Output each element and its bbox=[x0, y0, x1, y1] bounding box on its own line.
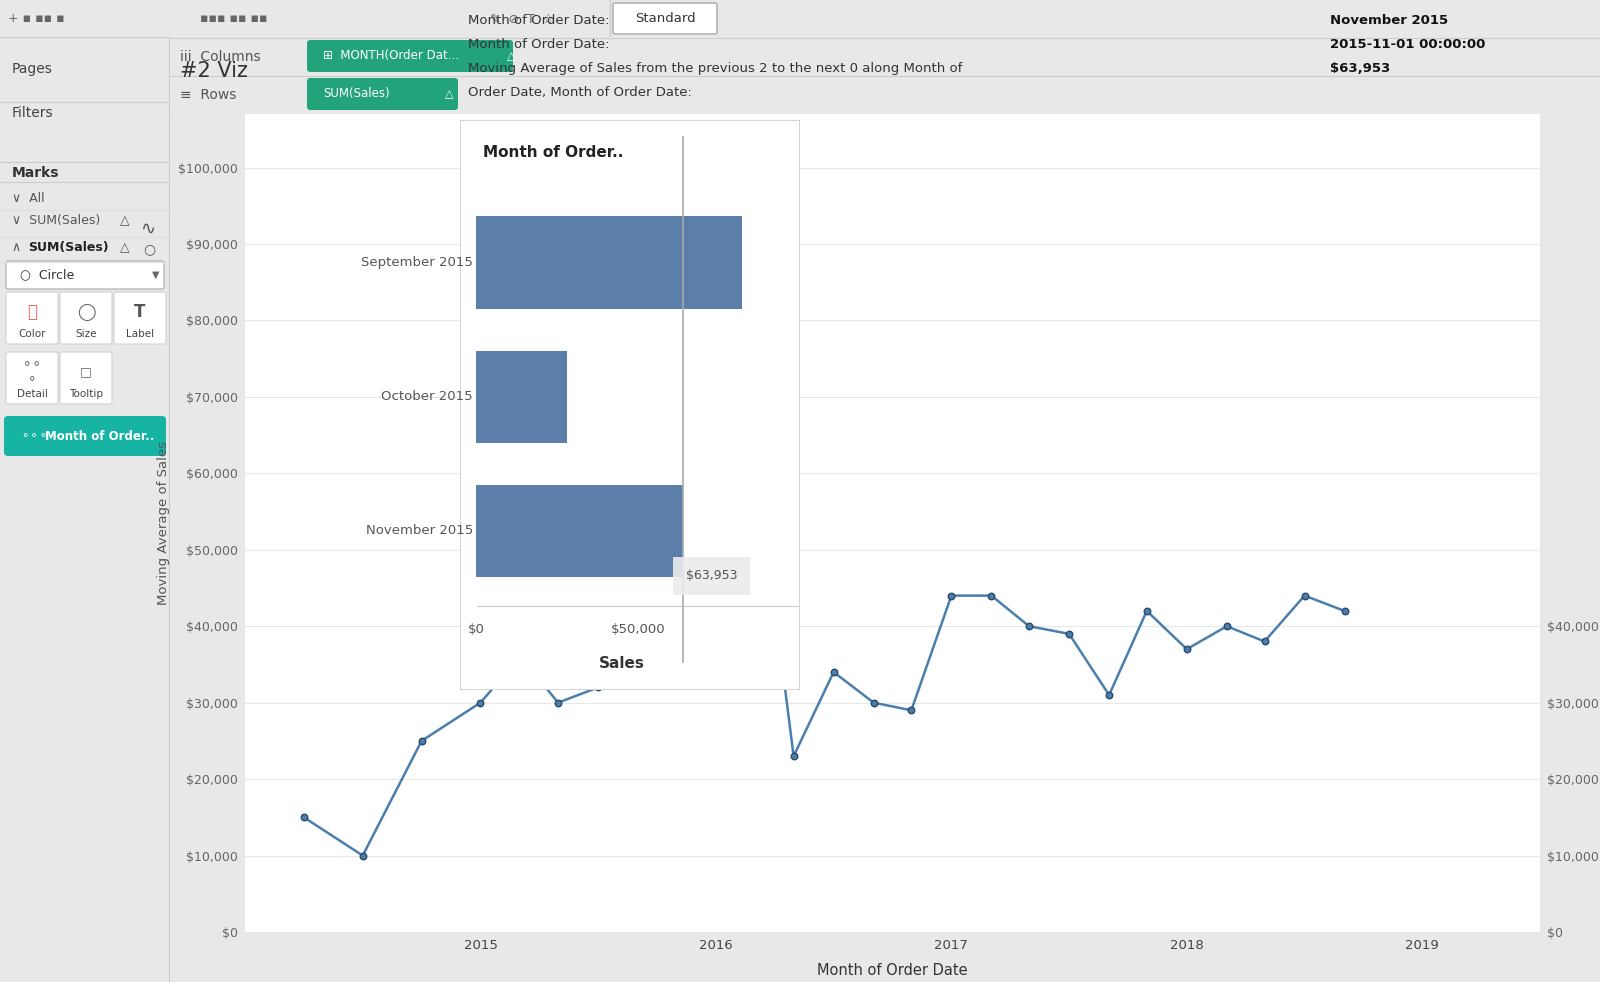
Point bbox=[979, 588, 1005, 604]
Bar bbox=[477, 485, 683, 576]
Point bbox=[546, 695, 571, 711]
Text: iii  Columns: iii Columns bbox=[179, 50, 261, 64]
Text: Month of Order Date:: Month of Order Date: bbox=[467, 38, 610, 51]
Point bbox=[662, 557, 688, 573]
Text: Moving Average of Sales from the previous 2 to the next 0 along Month of: Moving Average of Sales from the previou… bbox=[467, 62, 962, 75]
Text: 2015-11-01 00:00:00: 2015-11-01 00:00:00 bbox=[1330, 38, 1485, 51]
Text: Month of Order Date:: Month of Order Date: bbox=[467, 14, 610, 27]
Point bbox=[291, 809, 317, 825]
Point bbox=[626, 664, 651, 680]
Text: ∧: ∧ bbox=[13, 241, 29, 254]
Text: ⚬⚬
⚬: ⚬⚬ ⚬ bbox=[21, 358, 43, 386]
Text: ▼: ▼ bbox=[152, 270, 160, 280]
X-axis label: Month of Order Date: Month of Order Date bbox=[818, 963, 968, 978]
FancyBboxPatch shape bbox=[6, 352, 58, 404]
Point bbox=[939, 588, 965, 604]
FancyBboxPatch shape bbox=[114, 292, 166, 344]
Text: △: △ bbox=[120, 241, 130, 254]
Text: ▪▪▪ ▪▪ ▪▪: ▪▪▪ ▪▪ ▪▪ bbox=[200, 13, 267, 26]
Text: $0: $0 bbox=[467, 623, 485, 636]
Text: November 2015: November 2015 bbox=[1330, 14, 1448, 27]
Text: ◯: ◯ bbox=[77, 303, 96, 321]
Text: △: △ bbox=[438, 89, 453, 99]
FancyBboxPatch shape bbox=[613, 3, 717, 34]
Point bbox=[899, 702, 925, 718]
Text: ⊞  MONTH(Order Dat...: ⊞ MONTH(Order Dat... bbox=[323, 49, 459, 63]
FancyBboxPatch shape bbox=[61, 292, 112, 344]
Point bbox=[1331, 603, 1357, 619]
Text: ○  Circle: ○ Circle bbox=[19, 268, 74, 282]
FancyBboxPatch shape bbox=[307, 78, 458, 110]
FancyBboxPatch shape bbox=[461, 120, 800, 690]
Point bbox=[702, 427, 728, 443]
Bar bbox=[477, 351, 566, 443]
Text: $63,953: $63,953 bbox=[686, 570, 738, 582]
FancyBboxPatch shape bbox=[6, 261, 165, 289]
Text: Tooltip: Tooltip bbox=[69, 389, 102, 399]
Text: T: T bbox=[134, 303, 146, 321]
Point bbox=[781, 748, 806, 764]
Text: △: △ bbox=[499, 51, 515, 61]
Point bbox=[1096, 687, 1122, 703]
FancyBboxPatch shape bbox=[307, 40, 514, 72]
Text: September 2015: September 2015 bbox=[362, 256, 474, 269]
Point bbox=[467, 695, 493, 711]
Text: ⬛: ⬛ bbox=[27, 303, 37, 321]
Text: ≡  Rows: ≡ Rows bbox=[179, 88, 237, 102]
Text: ∿: ∿ bbox=[141, 220, 155, 238]
FancyBboxPatch shape bbox=[3, 416, 166, 456]
Bar bbox=[477, 216, 742, 308]
Text: ✎  ⊘  T  ☆: ✎ ⊘ T ☆ bbox=[490, 13, 554, 26]
Point bbox=[1214, 619, 1240, 634]
Point bbox=[1291, 588, 1317, 604]
Text: Marks: Marks bbox=[13, 166, 59, 180]
Text: □: □ bbox=[80, 365, 91, 378]
Text: $50,000: $50,000 bbox=[611, 623, 666, 636]
Text: Order Date, Month of Order Date:: Order Date, Month of Order Date: bbox=[467, 86, 691, 99]
Text: #2 Viz: #2 Viz bbox=[181, 61, 248, 82]
Point bbox=[1174, 641, 1200, 657]
Text: Pages: Pages bbox=[13, 62, 53, 76]
FancyBboxPatch shape bbox=[61, 352, 112, 404]
Text: Label: Label bbox=[126, 329, 154, 339]
Text: Standard: Standard bbox=[635, 13, 696, 26]
Text: ○: ○ bbox=[142, 242, 155, 256]
Text: Detail: Detail bbox=[16, 389, 48, 399]
Text: November 2015: November 2015 bbox=[366, 524, 474, 537]
Point bbox=[861, 695, 886, 711]
Text: ⚬⚬⚬: ⚬⚬⚬ bbox=[19, 431, 48, 441]
Y-axis label: Moving Average of Sales: Moving Average of Sales bbox=[157, 441, 170, 605]
Text: October 2015: October 2015 bbox=[381, 390, 474, 404]
Text: △: △ bbox=[120, 214, 130, 227]
Text: Month of Order..: Month of Order.. bbox=[45, 429, 154, 443]
Text: Size: Size bbox=[75, 329, 96, 339]
Point bbox=[821, 664, 846, 680]
FancyBboxPatch shape bbox=[6, 292, 58, 344]
Text: Month of Order..: Month of Order.. bbox=[483, 145, 622, 160]
Text: $63,953: $63,953 bbox=[1330, 62, 1390, 75]
Point bbox=[1134, 603, 1160, 619]
Text: Filters: Filters bbox=[13, 106, 54, 120]
Point bbox=[350, 847, 376, 863]
Text: SUM(Sales): SUM(Sales) bbox=[29, 241, 109, 254]
Point bbox=[662, 427, 688, 443]
Point bbox=[408, 733, 434, 748]
Text: ∨  All: ∨ All bbox=[13, 192, 45, 205]
Text: ∨  SUM(Sales): ∨ SUM(Sales) bbox=[13, 214, 101, 227]
Text: Sales: Sales bbox=[598, 657, 645, 672]
Point bbox=[1251, 633, 1277, 649]
Point bbox=[1056, 626, 1082, 641]
Point bbox=[586, 680, 611, 695]
Text: SUM(Sales): SUM(Sales) bbox=[323, 87, 390, 100]
Point bbox=[1016, 619, 1042, 634]
Text: + ▪ ▪▪ ▪: + ▪ ▪▪ ▪ bbox=[8, 13, 64, 26]
Point bbox=[742, 450, 768, 465]
Point bbox=[507, 649, 533, 665]
Text: Color: Color bbox=[18, 329, 46, 339]
